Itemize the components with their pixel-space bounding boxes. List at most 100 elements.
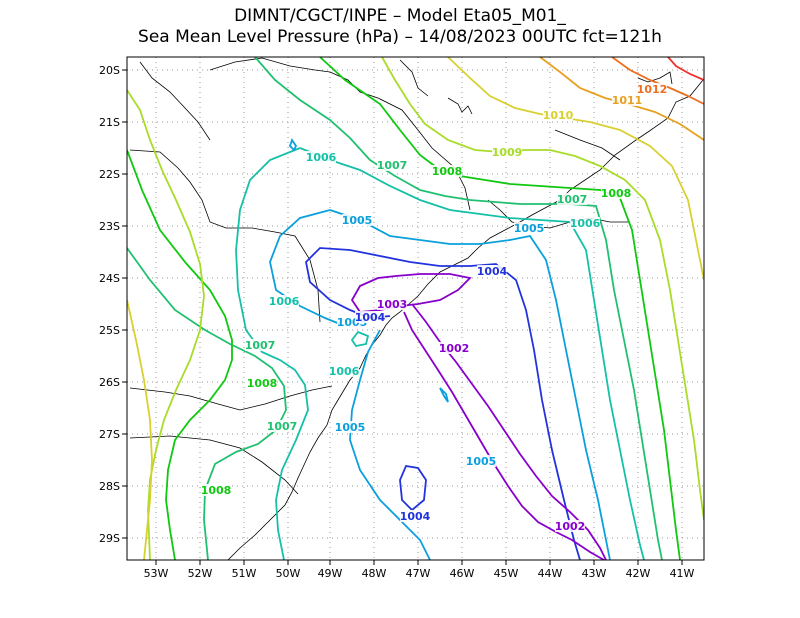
isobar-label-bg (432, 165, 462, 177)
isobar-1006 (235, 147, 309, 560)
isobar-label-1006: 1006 (269, 295, 300, 308)
isobar-1013 (667, 57, 704, 81)
isobar-label-bg (306, 151, 336, 163)
lon-tick-label: 41W (670, 567, 695, 580)
isobar-label-bg (342, 214, 372, 226)
map-title-line-1: DIMNT/CGCT/INPE – Model Eta05_M01_ (234, 6, 566, 26)
lat-tick-label: 25S (99, 324, 120, 337)
isobar-label-1011: 1011 (612, 94, 643, 107)
isobar-label-1004: 1004 (355, 311, 386, 324)
isobar-1006 (299, 147, 645, 560)
isobar-label-1005: 1005 (514, 222, 545, 235)
lon-tick-label: 42W (626, 567, 651, 580)
isobar-1007 (254, 57, 663, 560)
isobar-label-1008: 1008 (201, 484, 232, 497)
coastline-and-borders (129, 57, 704, 560)
isobar-1010 (127, 299, 153, 560)
map-frame (126, 56, 705, 561)
isobar-label-1010: 1010 (543, 109, 574, 122)
isobar-label-1006: 1006 (570, 217, 601, 230)
isobar-label-1009: 1009 (492, 146, 523, 159)
isobar-label-1007: 1007 (245, 339, 276, 352)
isobar-label-bg (201, 484, 231, 496)
isobar-1005 (439, 387, 449, 403)
isobar-1009 (381, 57, 704, 521)
lat-tick-label: 24S (99, 272, 120, 285)
lat-tick-label: 23S (99, 220, 120, 233)
isobar-1004 (349, 249, 581, 560)
isobar-label-bg (355, 311, 385, 323)
isobar-label-bg (557, 193, 587, 205)
isobar-1008 (319, 57, 681, 560)
isobar-label-1006: 1006 (329, 365, 360, 378)
lon-tick-label: 52W (188, 567, 213, 580)
lat-tick-label: 20S (99, 64, 120, 77)
isobar-label-1012: 1012 (637, 83, 668, 96)
lat-tick-label: 21S (99, 116, 120, 129)
isobar-label-bg (601, 187, 631, 199)
lon-tick-label: 50W (276, 567, 301, 580)
isobar-1005 (349, 329, 431, 560)
isobar-1005 (329, 209, 611, 560)
isobar-label-bg (570, 217, 600, 229)
isobar-1008 (127, 149, 233, 560)
isobar-label-bg (514, 222, 544, 234)
isobar-label-bg (329, 365, 359, 377)
isobar-1003 (350, 273, 472, 313)
isobar-label-1007: 1007 (557, 193, 588, 206)
isobar-label-bg (477, 265, 507, 277)
isobar-1010 (447, 57, 704, 281)
isobar-1005 (269, 209, 341, 325)
isobar-label-bg (335, 421, 365, 433)
lat-tick-label: 28S (99, 480, 120, 493)
isobar-label-1007: 1007 (267, 420, 298, 433)
lon-tick-label: 51W (232, 567, 257, 580)
lon-tick-label: 48W (362, 567, 387, 580)
isobar-label-1004: 1004 (400, 510, 431, 523)
lon-tick-label: 53W (144, 567, 169, 580)
isobar-label-1005: 1005 (466, 455, 497, 468)
isobar-label-1005: 1005 (342, 214, 373, 227)
lat-tick-label: 26S (99, 376, 120, 389)
isobar-label-1008: 1008 (247, 377, 278, 390)
isobar-label-1008: 1008 (601, 187, 632, 200)
isobar-label-bg (400, 510, 430, 522)
isobar-label-bg (612, 94, 642, 106)
lon-tick-label: 49W (318, 567, 343, 580)
isobar-label-bg (377, 298, 407, 310)
isobar-label-bg (267, 420, 297, 432)
lon-tick-label: 47W (406, 567, 431, 580)
map-axes: 53W 52W 51W 50W 49W 48W 47W 46W 45W 44W 43W 42W 41W 2… (99, 64, 695, 580)
lon-tick-label: 45W (494, 567, 519, 580)
isobar-label-1003: 1003 (377, 298, 408, 311)
isobar-label-bg (555, 520, 585, 532)
isobar-1005 (288, 137, 298, 152)
isobar-1009 (127, 89, 205, 560)
isobar-label-bg (377, 159, 407, 171)
isobar-label-bg (245, 339, 275, 351)
lat-tick-label: 29S (99, 532, 120, 545)
map-title-line-2: Sea Mean Level Pressure (hPa) – 14/08/20… (138, 27, 662, 47)
lon-tick-label: 46W (450, 567, 475, 580)
isobar-label-1007: 1007 (377, 159, 408, 172)
isobar-label-1004: 1004 (477, 265, 508, 278)
isobar-label-bg (247, 377, 277, 389)
lat-tick-label: 22S (99, 168, 120, 181)
isobar-label-bg (492, 146, 522, 158)
isobar-1006 (350, 330, 370, 348)
lat-tick-label: 27S (99, 428, 120, 441)
isobar-label-1002: 1002 (439, 342, 470, 355)
lon-tick-label: 43W (582, 567, 607, 580)
isobar-label-bg (439, 342, 469, 354)
lon-tick-label: 44W (538, 567, 563, 580)
isobar-label-bg (637, 83, 667, 95)
isobar-label-bg (543, 109, 573, 121)
isobar-1004 (399, 464, 427, 512)
isobar-label-1006: 1006 (306, 151, 337, 164)
isobar-label-1005: 1005 (335, 421, 366, 434)
isobar-label-bg (269, 295, 299, 307)
isobar-label-bg (466, 455, 496, 467)
isobar-lines (127, 57, 704, 560)
